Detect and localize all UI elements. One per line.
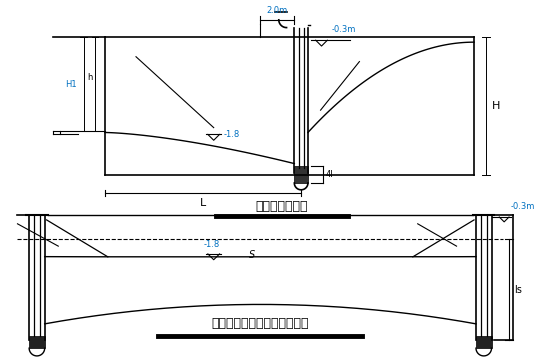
Text: 井点管埋设深度: 井点管埋设深度 (256, 201, 308, 214)
Text: 4l: 4l (325, 170, 333, 179)
Text: 承压水完整井涌水量计算简图: 承压水完整井涌水量计算简图 (212, 317, 309, 331)
Text: S: S (249, 250, 256, 260)
Text: h: h (87, 73, 92, 81)
Text: L: L (200, 198, 206, 207)
Bar (294, 165, 308, 183)
Bar (29, 337, 44, 348)
Text: ls: ls (514, 285, 522, 295)
Text: -1.8: -1.8 (224, 130, 240, 139)
Bar (476, 337, 492, 348)
Text: 2.0m: 2.0m (267, 6, 288, 15)
Text: -0.3m: -0.3m (331, 25, 355, 34)
Text: H1: H1 (65, 80, 77, 89)
Text: -0.3m: -0.3m (511, 202, 535, 211)
Text: H: H (492, 101, 500, 111)
Text: -1.8: -1.8 (204, 240, 220, 249)
